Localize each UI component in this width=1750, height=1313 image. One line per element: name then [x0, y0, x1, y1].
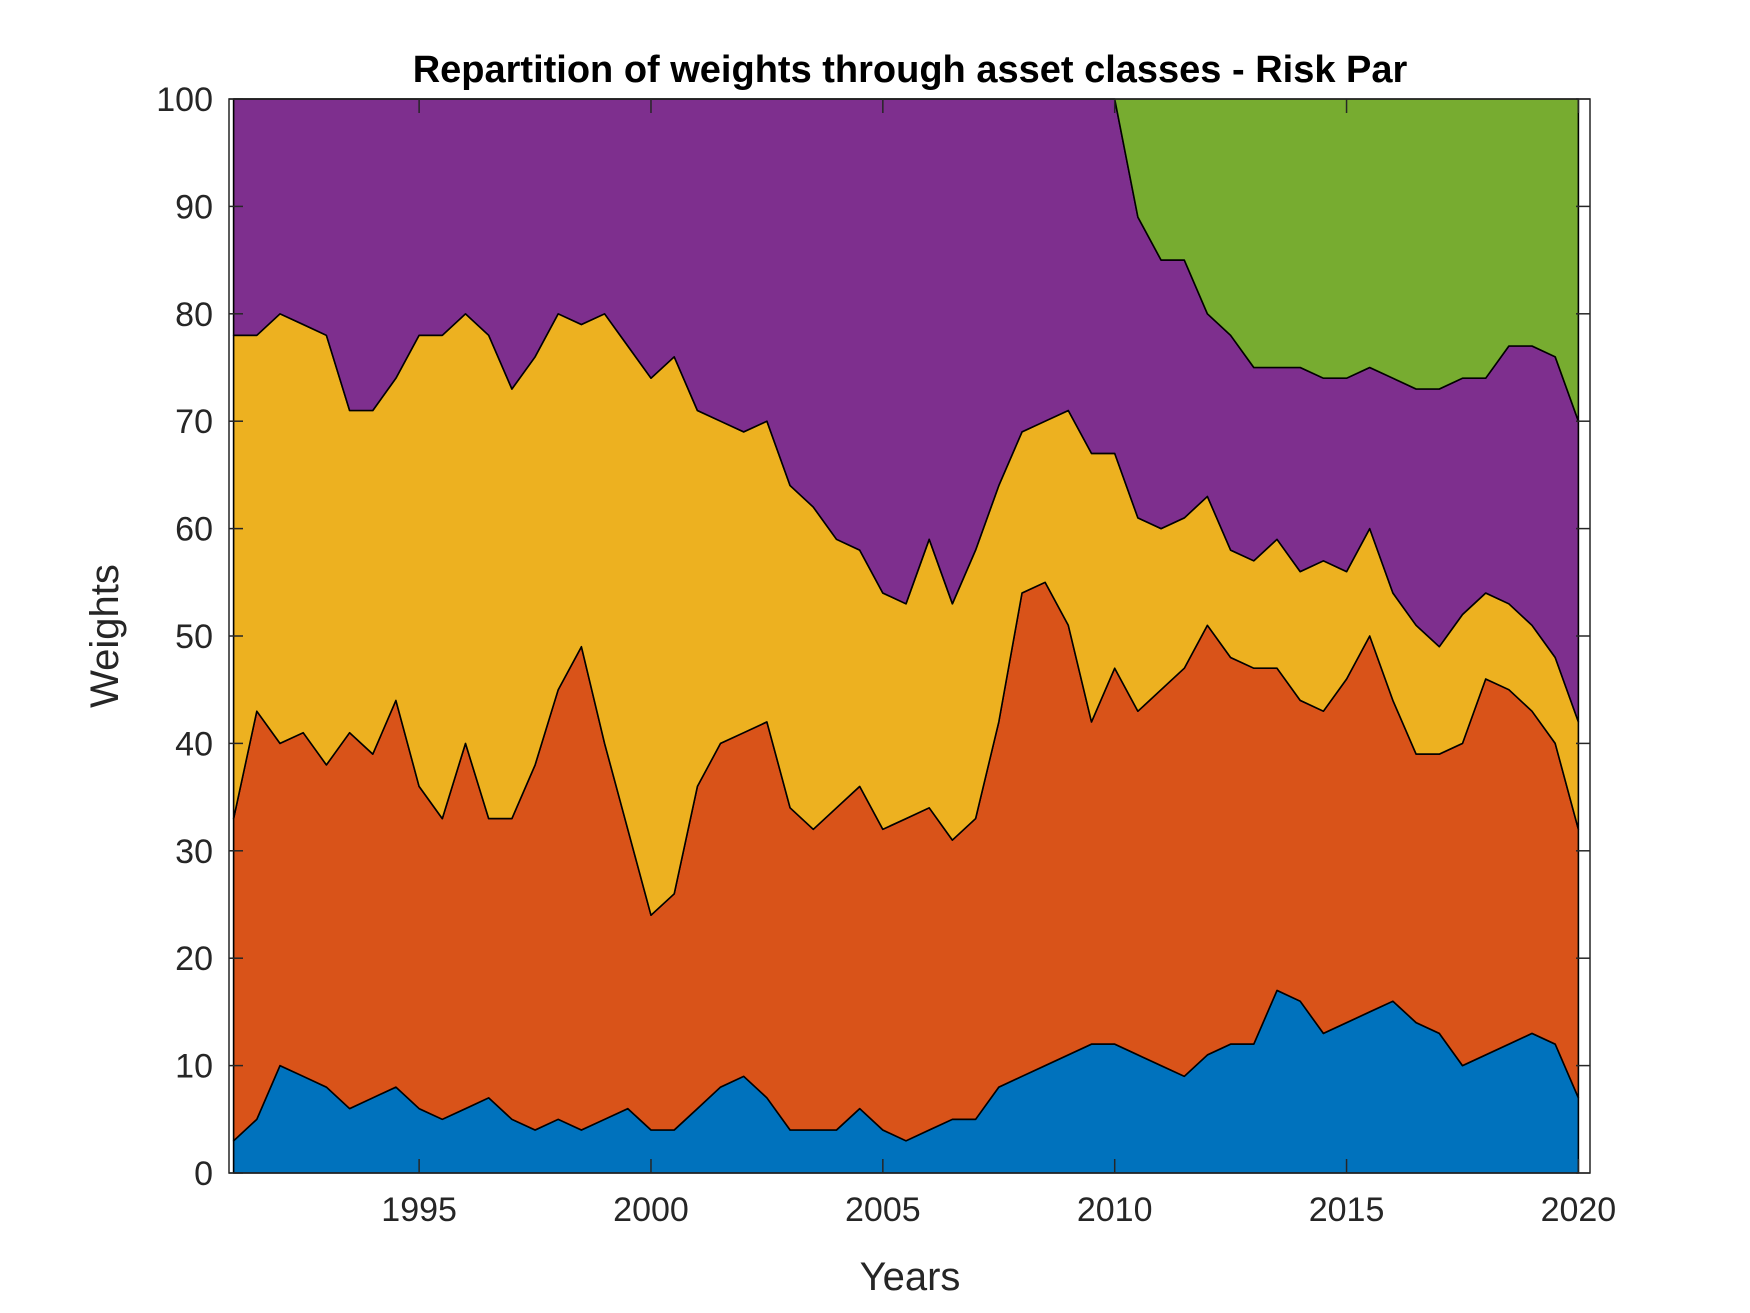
y-tick-label: 80 — [175, 296, 213, 334]
y-tick-label: 30 — [175, 833, 213, 871]
x-tick-label: 2015 — [1309, 1191, 1385, 1229]
y-tick-label: 90 — [175, 188, 213, 226]
y-axis-ticks: 0 10 20 30 40 50 60 70 80 90 100 — [156, 81, 1590, 1193]
x-tick-label: 2000 — [613, 1191, 689, 1229]
y-tick-label: 0 — [194, 1155, 213, 1193]
y-tick-label: 60 — [175, 511, 213, 549]
y-tick-label: 100 — [156, 81, 213, 119]
series-areas — [232, 98, 1580, 1174]
x-tick-label: 2020 — [1541, 1191, 1617, 1229]
x-tick-label: 2010 — [1077, 1191, 1153, 1229]
x-tick-label: 1995 — [381, 1191, 457, 1229]
y-tick-label: 70 — [175, 403, 213, 441]
x-axis-ticks: 1995 2000 2005 2010 2015 2020 — [381, 99, 1616, 1229]
y-tick-label: 10 — [175, 1048, 213, 1086]
y-axis-label: Weights — [83, 564, 127, 708]
x-tick-label: 2005 — [845, 1191, 921, 1229]
y-tick-label: 50 — [175, 618, 213, 656]
x-axis-label: Years — [860, 1255, 961, 1299]
y-tick-label: 20 — [175, 940, 213, 978]
y-tick-label: 40 — [175, 725, 213, 763]
chart-title: Repartition of weights through asset cla… — [413, 49, 1408, 91]
